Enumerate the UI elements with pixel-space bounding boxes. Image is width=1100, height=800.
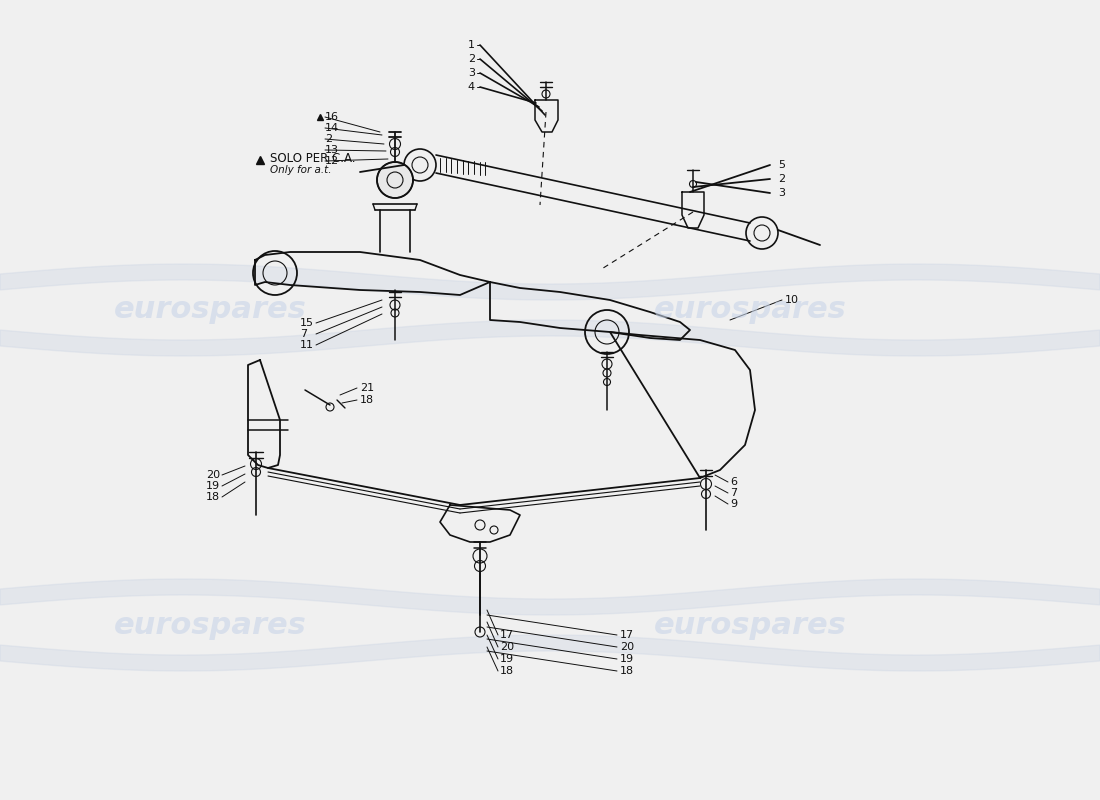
Text: 12: 12 <box>324 156 339 166</box>
Text: 15: 15 <box>300 318 313 328</box>
Text: 9: 9 <box>730 499 737 509</box>
Text: SOLO PER C.A.: SOLO PER C.A. <box>270 153 355 166</box>
Text: eurospares: eurospares <box>653 610 846 639</box>
Text: 7: 7 <box>300 329 307 339</box>
Text: 7: 7 <box>730 488 737 498</box>
Text: eurospares: eurospares <box>113 610 307 639</box>
Text: 17: 17 <box>500 630 514 640</box>
Text: 3: 3 <box>778 188 785 198</box>
Text: 2: 2 <box>778 174 785 184</box>
Text: 19: 19 <box>620 654 634 664</box>
Text: 1: 1 <box>468 40 475 50</box>
Circle shape <box>377 162 412 198</box>
Text: 2: 2 <box>468 54 475 64</box>
Text: 13: 13 <box>324 145 339 155</box>
Text: 19: 19 <box>206 481 220 491</box>
Text: 5: 5 <box>778 160 785 170</box>
Text: eurospares: eurospares <box>113 295 307 325</box>
Text: 10: 10 <box>785 295 799 305</box>
Text: 6: 6 <box>730 477 737 487</box>
Text: 11: 11 <box>300 340 313 350</box>
Text: 17: 17 <box>620 630 634 640</box>
Text: 18: 18 <box>500 666 514 676</box>
Text: 20: 20 <box>500 642 514 652</box>
Text: Only for a.t.: Only for a.t. <box>270 165 331 175</box>
Text: 18: 18 <box>360 395 374 405</box>
Text: 16: 16 <box>324 112 339 122</box>
Text: eurospares: eurospares <box>653 295 846 325</box>
Text: 2: 2 <box>324 134 332 144</box>
Text: 20: 20 <box>206 470 220 480</box>
Text: 4: 4 <box>468 82 475 92</box>
Text: 20: 20 <box>620 642 634 652</box>
Text: 18: 18 <box>620 666 634 676</box>
Text: 21: 21 <box>360 383 374 393</box>
Text: 19: 19 <box>500 654 514 664</box>
Text: 3: 3 <box>468 68 475 78</box>
Text: 18: 18 <box>206 492 220 502</box>
Text: 14: 14 <box>324 123 339 133</box>
